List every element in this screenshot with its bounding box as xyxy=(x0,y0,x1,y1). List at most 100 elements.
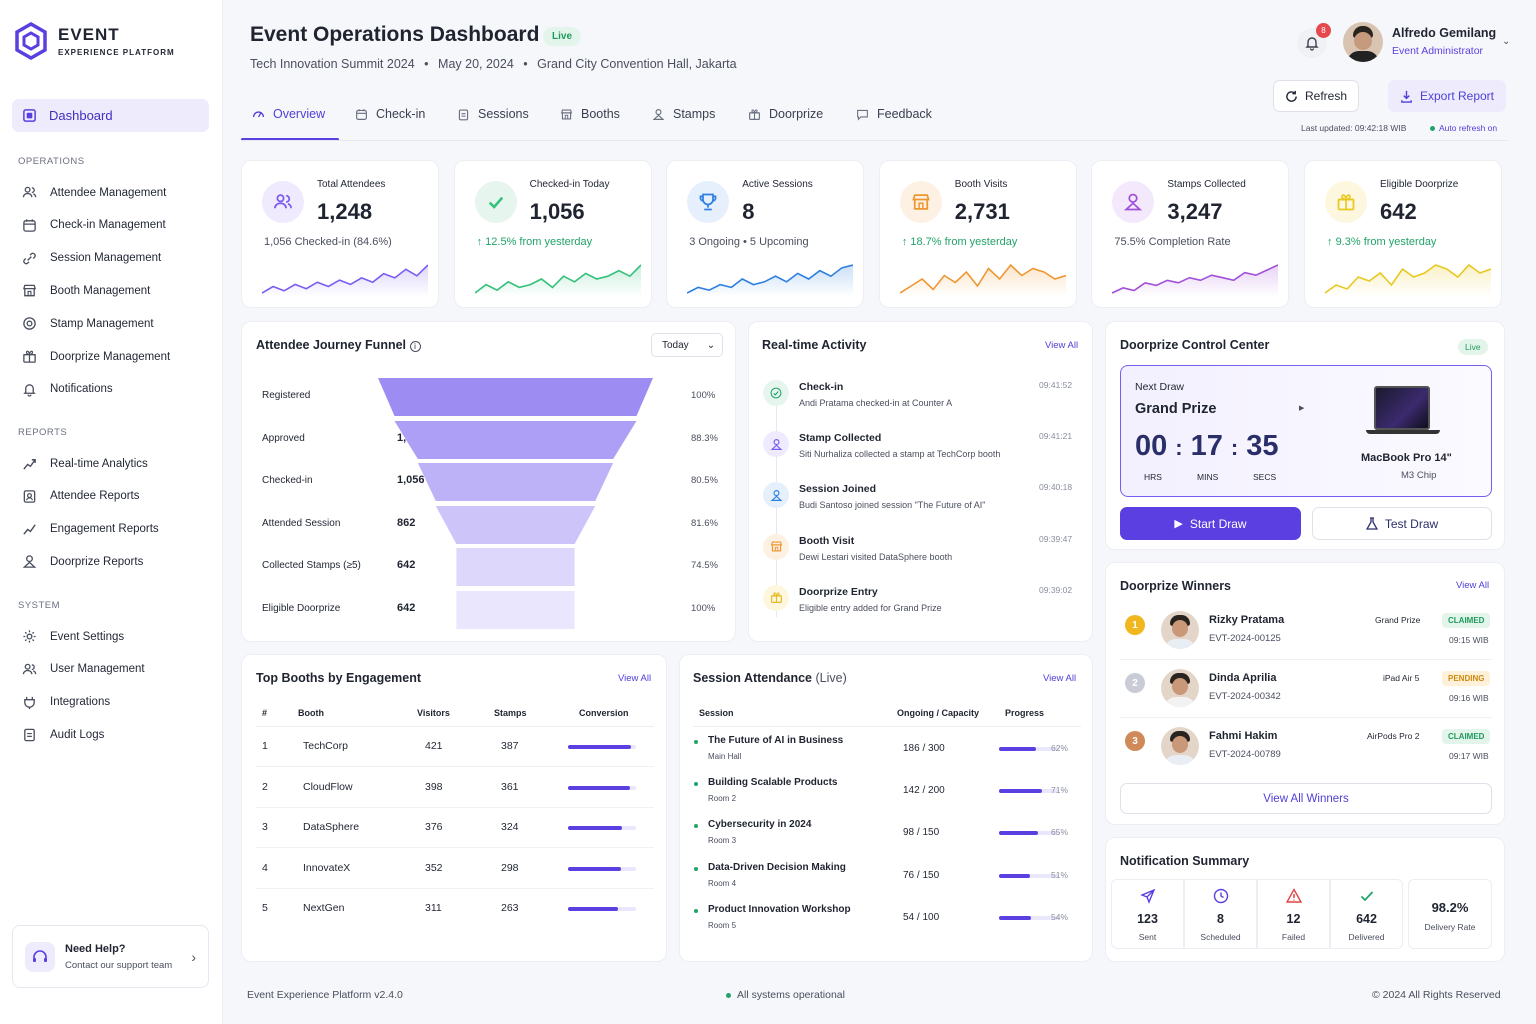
sidebar-item-user-management[interactable]: User Management xyxy=(22,662,145,677)
booth-stamps: 324 xyxy=(501,821,519,834)
export-report-button[interactable]: Export Report xyxy=(1388,80,1506,112)
session-progress-bar xyxy=(999,747,1059,751)
sidebar-item-audit-logs[interactable]: Audit Logs xyxy=(22,727,104,742)
avatar[interactable] xyxy=(1343,22,1383,62)
activity-title: Session Joined xyxy=(799,483,877,496)
activity-time: 09:41:21 xyxy=(1039,431,1073,442)
stamp-icon xyxy=(22,316,37,331)
sidebar-item-label: Booth Management xyxy=(50,284,151,297)
booth-rank: 4 xyxy=(262,861,268,874)
kpi-card-total-attendees[interactable]: Total Attendees 1,248 1,056 Checked-in (84… xyxy=(241,160,439,308)
sidebar-item-notifications[interactable]: Notifications xyxy=(22,382,113,397)
session-progress-bar xyxy=(999,915,1059,920)
clipboard-icon xyxy=(457,108,470,121)
event-date: May 20, 2024 xyxy=(438,57,514,71)
sessions-card: Session Attendance (Live) View All Sessi… xyxy=(679,654,1093,962)
kpi-card-stamps-collected[interactable]: Stamps Collected 3,247 75.5% Completion Ra… xyxy=(1091,160,1290,308)
tab-doorprize[interactable]: Doorprize xyxy=(748,107,823,121)
sidebar-item-attendee-reports[interactable]: Attendee Reports xyxy=(22,489,140,504)
sidebar-item-booth-management[interactable]: Booth Management xyxy=(22,283,150,298)
kpi-card-booth-visits[interactable]: Booth Visits 2,731 ↑ 18.7% from yesterday xyxy=(878,160,1077,308)
kpi-card-checked-in-today[interactable]: Checked-in Today 1,056 ↑ 12.5% from yester… xyxy=(453,160,652,308)
event-subtitle: Tech Innovation Summit 2024 • May 20, 20… xyxy=(250,57,737,71)
auto-refresh-status[interactable]: Auto refresh on xyxy=(1430,123,1497,133)
booth-stamps: 298 xyxy=(501,861,519,874)
trend-up-icon: ↑ xyxy=(476,236,483,248)
booths-view-all-link[interactable]: View All xyxy=(618,673,652,684)
notification-summary-card: Notification Summary xyxy=(1105,837,1505,962)
laptop-image xyxy=(1366,386,1440,438)
view-all-winners-button[interactable]: View All Winners xyxy=(1120,783,1492,814)
refresh-button[interactable]: Refresh xyxy=(1273,80,1359,112)
session-capacity: 186 / 300 xyxy=(903,743,945,754)
funnel-filter-select[interactable]: Today ⌄ xyxy=(651,333,723,357)
sidebar-item-integrations[interactable]: Integrations xyxy=(22,695,110,710)
tab-stamps[interactable]: Stamps xyxy=(652,107,715,121)
mins-label: MINS xyxy=(1197,472,1219,482)
funnel-percent: 81.6% xyxy=(691,517,718,529)
sidebar-item-real-time-analytics[interactable]: Real-time Analytics xyxy=(22,456,148,471)
funnel-bar xyxy=(455,548,575,587)
activity-view-all-link[interactable]: View All xyxy=(1045,340,1079,351)
next-draw-label: Next Draw xyxy=(1135,381,1185,393)
sidebar-item-label: Integrations xyxy=(50,696,111,709)
trend-icon xyxy=(22,522,37,537)
booths-card: Top Booths by Engagement View All # Booth… xyxy=(241,654,667,962)
chevron-down-icon[interactable]: ⌄ xyxy=(1502,36,1511,47)
notification-button[interactable]: 8 xyxy=(1297,23,1331,58)
sidebar-item-check-in-management[interactable]: Check-in Management xyxy=(22,218,166,233)
sidebar-item-attendee-management[interactable]: Attendee Management xyxy=(22,185,166,200)
users-icon xyxy=(22,662,37,677)
session-percent: 65% xyxy=(1051,827,1069,838)
session-percent: 54% xyxy=(1051,911,1069,922)
calendar-icon xyxy=(22,218,37,233)
sidebar-item-doorprize-reports[interactable]: Doorprize Reports xyxy=(22,554,143,569)
kpi-label: Active Sessions xyxy=(742,179,813,190)
session-name: Building Scalable Products xyxy=(708,777,838,789)
kpi-label: Total Attendees xyxy=(317,179,386,190)
notif-cell-sent: 123 Sent xyxy=(1111,879,1184,949)
activity-desc: Eligible entry added for Grand Prize xyxy=(799,602,942,613)
sidebar-item-label: Doorprize Management xyxy=(50,350,171,363)
sidebar-item-doorprize-management[interactable]: Doorprize Management xyxy=(22,349,170,364)
report-icon xyxy=(22,489,37,504)
session-name: Product Innovation Workshop xyxy=(708,903,851,915)
sidebar-item-session-management[interactable]: Session Management xyxy=(22,251,161,266)
chevron-right-icon: › xyxy=(191,948,196,965)
winners-view-all-link[interactable]: View All xyxy=(1456,580,1490,591)
kpi-value: 2,731 xyxy=(954,199,1010,224)
sidebar-item-engagement-reports[interactable]: Engagement Reports xyxy=(22,522,159,537)
booth-name: DataSphere xyxy=(303,821,360,834)
sidebar-item-event-settings[interactable]: Event Settings xyxy=(22,629,124,644)
user-name: Alfredo Gemilang xyxy=(1392,26,1497,40)
person-icon xyxy=(22,554,37,569)
kpi-card-active-sessions[interactable]: Active Sessions 8 3 Ongoing • 5 Upcoming xyxy=(666,160,865,308)
notif-cell-scheduled: 8 Scheduled xyxy=(1184,879,1257,949)
test-draw-button[interactable]: Test Draw xyxy=(1312,507,1492,540)
sidebar-item-stamp-management[interactable]: Stamp Management xyxy=(22,316,154,331)
start-draw-button[interactable]: ▶ Start Draw xyxy=(1120,507,1301,540)
session-room: Room 5 xyxy=(708,920,737,930)
kpi-subtext: 75.5% Completion Rate xyxy=(1114,236,1231,248)
status-dot xyxy=(694,824,698,829)
funnel-count: 642 xyxy=(397,602,416,614)
calendar-icon xyxy=(355,108,368,121)
info-icon[interactable]: i xyxy=(409,341,421,352)
sidebar: EVENT EXPERIENCE PLATFORM Dashboard OPER… xyxy=(0,0,223,1024)
sidebar-item-label: Attendee Management xyxy=(50,186,167,199)
tab-check-in[interactable]: Check-in xyxy=(355,107,425,121)
tab-booths[interactable]: Booths xyxy=(560,107,620,121)
tab-overview[interactable]: Overview xyxy=(252,107,325,121)
sidebar-item-dashboard[interactable]: Dashboard xyxy=(12,99,209,132)
notif-label: Sent xyxy=(1138,932,1157,942)
brand-logo[interactable]: EVENT EXPERIENCE PLATFORM xyxy=(14,22,175,60)
kpi-card-eligible-doorprize[interactable]: Eligible Doorprize 642 ↑ 9.3% from yesterd… xyxy=(1304,160,1502,308)
tab-feedback[interactable]: Feedback xyxy=(856,107,932,121)
help-card[interactable]: Need Help? Contact our support team › xyxy=(12,925,209,988)
sessions-view-all-link[interactable]: View All xyxy=(1043,673,1077,684)
booths-header-stamps: Stamps xyxy=(494,708,527,718)
booth-conversion-bar xyxy=(568,866,636,871)
funnel-percent: 80.5% xyxy=(691,475,718,487)
doorprize-live-badge: Live xyxy=(1458,339,1488,355)
tab-sessions[interactable]: Sessions xyxy=(457,107,529,121)
